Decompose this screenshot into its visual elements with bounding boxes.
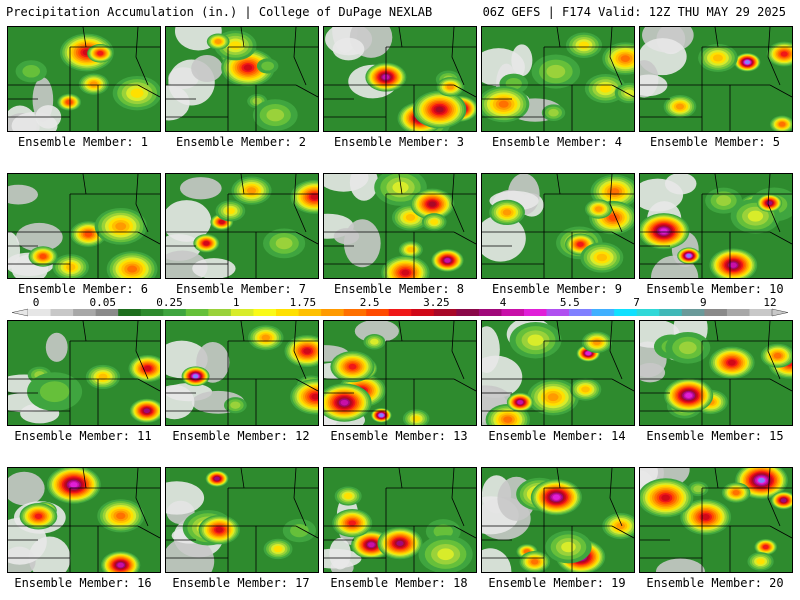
colorbar-tick-label: 0 (33, 296, 40, 309)
colorbar-swatch (749, 309, 773, 316)
ensemble-member-label: Ensemble Member: 5 (649, 135, 781, 149)
colorbar-swatch (614, 309, 638, 316)
ensemble-member-map (323, 320, 477, 426)
precipitation-colorbar: 0 0.05 0.25 1 1.75 2.5 3.25 4 5.5 7 9 12 (11, 296, 789, 317)
ensemble-member-map (7, 173, 161, 279)
ensemble-member-label: Ensemble Member: 3 (333, 135, 465, 149)
ensemble-member-label: Ensemble Member: 12 (172, 429, 310, 443)
ensemble-member-map (7, 26, 161, 132)
colorbar-right-arrow (771, 308, 789, 317)
ensemble-member-label: Ensemble Member: 19 (488, 576, 626, 590)
colorbar-swatch (659, 309, 683, 316)
colorbar-swatch (28, 309, 51, 316)
ensemble-member-map (165, 320, 319, 426)
model-run-info: 06Z GEFS | F174 Valid: 12Z THU MAY 29 20… (482, 5, 786, 19)
colorbar-swatch (636, 309, 660, 316)
colorbar-tick-label: 7 (633, 296, 640, 309)
colorbar-swatch (298, 309, 322, 316)
colorbar-swatch (253, 309, 277, 316)
colorbar-swatch (276, 309, 299, 316)
colorbar-tick-label: 5.5 (560, 296, 580, 309)
colorbar-tick-label: 4 (500, 296, 507, 309)
colorbar-swatch (163, 309, 187, 316)
colorbar-swatch (433, 309, 457, 316)
ensemble-member-label: Ensemble Member: 18 (330, 576, 468, 590)
colorbar-swatch (343, 309, 367, 316)
ensemble-member-map (7, 320, 161, 426)
ensemble-member-label: Ensemble Member: 20 (646, 576, 784, 590)
colorbar-swatch (366, 309, 390, 316)
colorbar-swatch (95, 309, 119, 316)
colorbar-swatch (569, 309, 592, 316)
colorbar-tick-label: 2.5 (360, 296, 380, 309)
ensemble-member-label: Ensemble Member: 6 (17, 282, 149, 296)
ensemble-member-label: Ensemble Member: 10 (646, 282, 784, 296)
ensemble-member-label: Ensemble Member: 4 (491, 135, 623, 149)
ensemble-member-map (481, 26, 635, 132)
ensemble-member-map (481, 173, 635, 279)
colorbar-swatch (230, 309, 254, 316)
ensemble-member-map (639, 173, 793, 279)
ensemble-member-label: Ensemble Member: 9 (491, 282, 623, 296)
ensemble-member-map (7, 467, 161, 573)
ensemble-member-label: Ensemble Member: 7 (175, 282, 307, 296)
colorbar-tick-label: 12 (763, 296, 776, 309)
colorbar-tick-label: 3.25 (423, 296, 450, 309)
ensemble-member-label: Ensemble Member: 11 (14, 429, 152, 443)
ensemble-member-map (481, 320, 635, 426)
colorbar-swatch (704, 309, 728, 316)
ensemble-member-map (165, 467, 319, 573)
colorbar-left-arrow (11, 308, 29, 317)
colorbar-swatch (388, 309, 412, 316)
ensemble-member-label: Ensemble Member: 1 (17, 135, 149, 149)
colorbar-swatch (411, 309, 435, 316)
ensemble-member-label: Ensemble Member: 16 (14, 576, 152, 590)
ensemble-member-map (639, 26, 793, 132)
chart-title: Precipitation Accumulation (in.) | Colle… (6, 5, 433, 19)
ensemble-member-label: Ensemble Member: 2 (175, 135, 307, 149)
ensemble-member-map (639, 467, 793, 573)
ensemble-member-label: Ensemble Member: 13 (330, 429, 468, 443)
colorbar-swatch (591, 309, 615, 316)
colorbar-tick-label: 9 (700, 296, 707, 309)
ensemble-member-label: Ensemble Member: 17 (172, 576, 310, 590)
colorbar-swatch (726, 309, 750, 316)
colorbar-swatch (681, 309, 705, 316)
colorbar-swatch (524, 309, 547, 316)
ensemble-member-map (323, 467, 477, 573)
ensemble-member-label: Ensemble Member: 8 (333, 282, 465, 296)
ensemble-member-map (165, 173, 319, 279)
colorbar-swatch (140, 309, 164, 316)
colorbar-tick-label: 0.25 (156, 296, 183, 309)
colorbar-swatch (478, 309, 502, 316)
ensemble-member-map (639, 320, 793, 426)
colorbar-tick-label: 1 (233, 296, 240, 309)
ensemble-member-label: Ensemble Member: 14 (488, 429, 626, 443)
colorbar-swatch (208, 309, 232, 316)
colorbar-swatch (73, 309, 96, 316)
colorbar-tick-label: 0.05 (89, 296, 116, 309)
colorbar-swatch (501, 309, 525, 316)
colorbar-swatch (50, 309, 74, 316)
colorbar-swatch (185, 309, 209, 316)
colorbar-swatch (456, 309, 480, 316)
colorbar-swatch (546, 309, 570, 316)
colorbar-tick-label: 1.75 (290, 296, 317, 309)
colorbar-swatch (321, 309, 344, 316)
ensemble-member-map (323, 173, 477, 279)
ensemble-member-map (323, 26, 477, 132)
ensemble-member-map (481, 467, 635, 573)
ensemble-member-label: Ensemble Member: 15 (646, 429, 784, 443)
ensemble-member-map (165, 26, 319, 132)
colorbar-swatch (118, 309, 142, 316)
